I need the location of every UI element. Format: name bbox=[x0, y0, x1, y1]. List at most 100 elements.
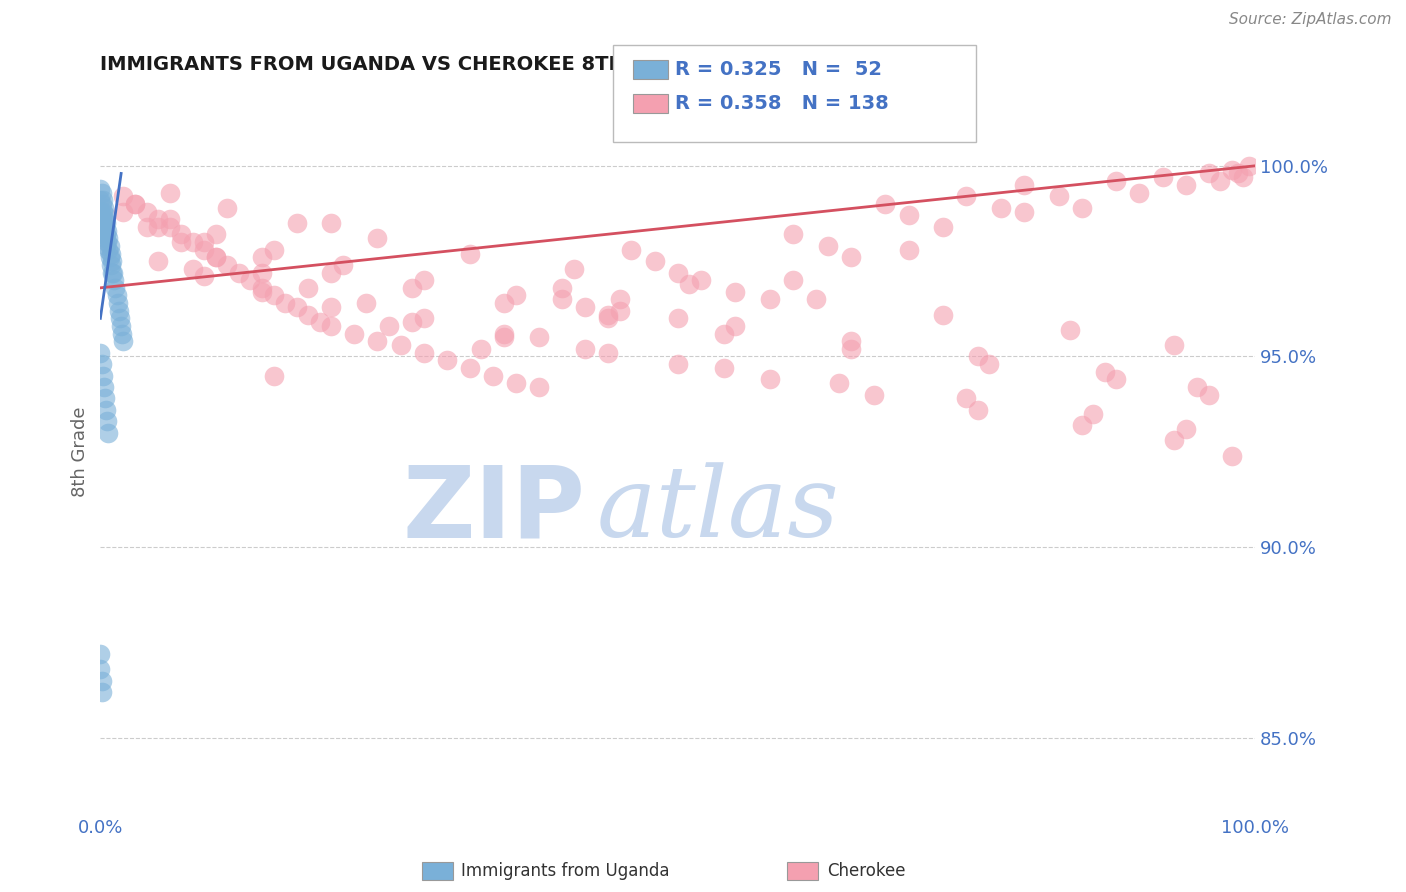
Point bbox=[89, 662, 111, 676]
Point bbox=[527, 330, 550, 344]
Point bbox=[482, 368, 505, 383]
Point bbox=[494, 330, 516, 344]
Point bbox=[146, 219, 169, 234]
Text: atlas: atlas bbox=[596, 462, 839, 558]
Point bbox=[94, 208, 117, 222]
Point bbox=[1198, 166, 1220, 180]
Point bbox=[228, 266, 250, 280]
Point bbox=[111, 326, 134, 341]
Point bbox=[1237, 159, 1260, 173]
Text: Source: ZipAtlas.com: Source: ZipAtlas.com bbox=[1229, 12, 1392, 27]
Point bbox=[101, 266, 124, 280]
Point bbox=[204, 251, 226, 265]
Point bbox=[666, 266, 689, 280]
Point bbox=[713, 326, 735, 341]
Point bbox=[94, 239, 117, 253]
Point bbox=[494, 326, 516, 341]
Point bbox=[91, 216, 114, 230]
Point bbox=[321, 216, 343, 230]
Point bbox=[90, 357, 112, 371]
Point bbox=[90, 186, 112, 200]
Point bbox=[94, 219, 117, 234]
Point bbox=[1226, 166, 1249, 180]
Point bbox=[505, 288, 527, 302]
Point bbox=[724, 285, 747, 299]
Point bbox=[193, 269, 215, 284]
Point bbox=[217, 201, 239, 215]
Point bbox=[135, 204, 157, 219]
Point bbox=[1220, 162, 1243, 177]
Point bbox=[979, 357, 1001, 371]
Point bbox=[620, 243, 643, 257]
Point bbox=[527, 380, 550, 394]
Point bbox=[366, 231, 388, 245]
Point bbox=[250, 266, 273, 280]
Point bbox=[1083, 407, 1105, 421]
Point bbox=[124, 197, 146, 211]
Point bbox=[1094, 365, 1116, 379]
Point bbox=[966, 402, 988, 417]
Point bbox=[505, 376, 527, 391]
Point bbox=[110, 318, 132, 333]
Point bbox=[609, 303, 631, 318]
Point bbox=[574, 300, 596, 314]
Point bbox=[598, 345, 620, 359]
Point bbox=[666, 311, 689, 326]
Point bbox=[804, 293, 827, 307]
Point bbox=[782, 227, 804, 242]
Point bbox=[955, 392, 977, 406]
Point bbox=[93, 212, 115, 227]
Point bbox=[285, 300, 308, 314]
Point bbox=[181, 261, 204, 276]
Point bbox=[204, 251, 226, 265]
Point bbox=[274, 296, 297, 310]
Point bbox=[93, 380, 115, 394]
Point bbox=[193, 235, 215, 249]
Point bbox=[297, 308, 319, 322]
Point bbox=[94, 227, 117, 242]
Point bbox=[97, 425, 120, 440]
Point bbox=[666, 357, 689, 371]
Point bbox=[90, 685, 112, 699]
Point bbox=[574, 342, 596, 356]
Point bbox=[332, 258, 354, 272]
Point bbox=[724, 318, 747, 333]
Text: Cherokee: Cherokee bbox=[827, 862, 905, 880]
Point bbox=[782, 273, 804, 287]
Point bbox=[100, 258, 122, 272]
Y-axis label: 8th Grade: 8th Grade bbox=[72, 407, 89, 497]
Point bbox=[1174, 178, 1197, 192]
Point bbox=[1232, 170, 1254, 185]
Point bbox=[93, 201, 115, 215]
Point bbox=[1105, 372, 1128, 386]
Point bbox=[321, 318, 343, 333]
Point bbox=[551, 281, 574, 295]
Point bbox=[470, 342, 492, 356]
Point bbox=[193, 243, 215, 257]
Point bbox=[285, 216, 308, 230]
Point bbox=[955, 189, 977, 203]
Point bbox=[204, 227, 226, 242]
Point bbox=[101, 266, 124, 280]
Point bbox=[1174, 422, 1197, 436]
Point bbox=[759, 293, 782, 307]
Point bbox=[828, 376, 851, 391]
Point bbox=[839, 251, 862, 265]
Point bbox=[817, 239, 839, 253]
Point bbox=[436, 353, 458, 368]
Point bbox=[250, 251, 273, 265]
Point bbox=[91, 204, 114, 219]
Point bbox=[412, 273, 434, 287]
Point bbox=[1059, 323, 1081, 337]
Point bbox=[96, 224, 118, 238]
Point bbox=[98, 239, 121, 253]
Text: R = 0.358   N = 138: R = 0.358 N = 138 bbox=[675, 94, 889, 113]
Point bbox=[159, 212, 181, 227]
Point bbox=[1070, 418, 1092, 433]
Point bbox=[1012, 178, 1035, 192]
Point bbox=[135, 219, 157, 234]
Point bbox=[297, 281, 319, 295]
Point bbox=[412, 345, 434, 359]
Point bbox=[90, 197, 112, 211]
Point bbox=[90, 219, 112, 234]
